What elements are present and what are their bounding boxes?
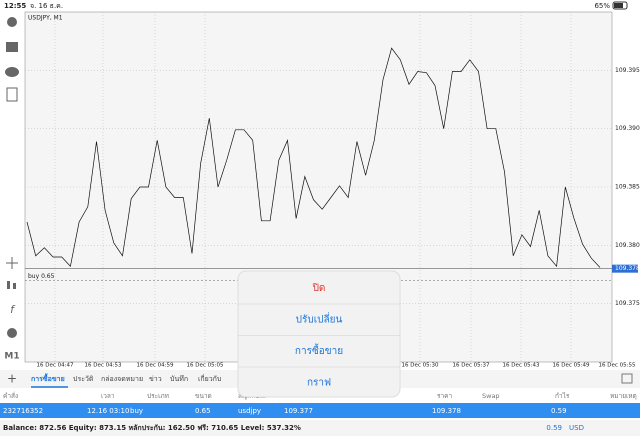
x-tick-label: 16 Dec 04:53 [85,363,122,369]
x-tick-label: 16 Dec 05:37 [453,363,490,369]
row-cell: 0.59 [551,407,567,415]
popup-item[interactable]: ปิด [312,283,325,294]
row-cell: 0.65 [195,407,211,415]
chart-title: USDJPY, M1 [28,15,63,22]
column-header: เวลา [101,392,115,400]
chat-icon[interactable] [5,67,19,77]
y-tick-label: 109.380 [615,242,640,249]
row-cell: 232716352 [3,407,43,415]
popup-panel [237,270,401,398]
column-header: ประเภท [147,392,169,400]
current-price-box [612,264,638,273]
tabs: การซื้อขาย ประวัติ กล่องจดหมาย ข่าว บันทึก เก… [31,372,221,388]
battery-icon [612,1,628,10]
y-tick-label: 109.375 [615,300,640,307]
account-icon[interactable] [7,17,17,27]
tab[interactable]: กล่องจดหมาย [101,375,143,383]
x-tick-label: 16 Dec 05:43 [503,363,540,369]
x-tick-label: 16 Dec 05:55 [599,363,636,369]
row-cell: usdjpy [238,407,261,415]
tab[interactable]: เกี่ยวกับ [198,374,221,383]
tab[interactable]: บันทึก [170,374,188,383]
status-time: 12:55 [4,2,26,10]
column-header: คำสั่ง [3,391,18,400]
x-tick-label: 16 Dec 04:59 [137,363,174,369]
column-header: ราคา [437,392,452,400]
objects-icon[interactable] [7,328,17,338]
footer-summary: Balance: 872.56 Equity: 873.15 หลักประกั… [3,424,301,432]
tab[interactable]: ประวัติ [73,375,94,383]
footer-currency: USD [569,424,584,432]
new-icon[interactable] [6,87,18,102]
y-tick-label: 109.390 [615,125,640,132]
order-label: buy 0.65 [28,273,55,280]
x-tick-label: 16 Dec 05:49 [553,363,590,369]
x-tick-label: 16 Dec 05:05 [187,363,224,369]
column-header: หมายเหตุ [610,392,637,400]
candle-icon[interactable] [7,281,10,289]
timeframe-button[interactable]: M1 [4,352,19,362]
y-tick-label: 109.395 [615,67,640,74]
y-tick-label: 109.385 [615,184,640,191]
popup-item[interactable]: ปรับเปลี่ยน [296,312,343,326]
tab[interactable]: การซื้อขาย [31,372,65,383]
candle-icon-2[interactable] [13,283,16,289]
current-price-label: 109.378 [615,265,640,272]
selected-row[interactable] [0,403,640,418]
row-cell: 109.377 [284,407,313,415]
footer-profit: 0.59 [546,424,562,432]
left-toolbar [5,17,19,338]
status-battery: 65% [594,2,610,10]
column-header: Swap [482,392,500,400]
indicator-icon[interactable]: f [10,303,16,316]
battery-level [614,3,623,8]
trade-icon[interactable] [6,42,18,52]
x-tick-label: 16 Dec 05:30 [402,363,439,369]
row-cell: 109.378 [432,407,461,415]
settings-icon[interactable] [621,373,633,384]
row-cell: 12.16 03:10 [87,407,129,415]
column-header: กำไร [555,392,570,400]
price-line [26,47,601,268]
popup-item[interactable]: การซื้อขาย [295,343,343,357]
status-date: จ. 16 ธ.ค. [30,2,63,10]
x-tick-label: 16 Dec 04:47 [37,363,74,369]
column-header: ขนาด [195,392,212,400]
footer-bar [0,420,640,436]
tab[interactable]: ข่าว [149,375,162,383]
row-cell: buy [130,407,143,415]
popup-item[interactable]: กราฟ [307,378,331,389]
add-icon[interactable]: + [7,372,17,386]
